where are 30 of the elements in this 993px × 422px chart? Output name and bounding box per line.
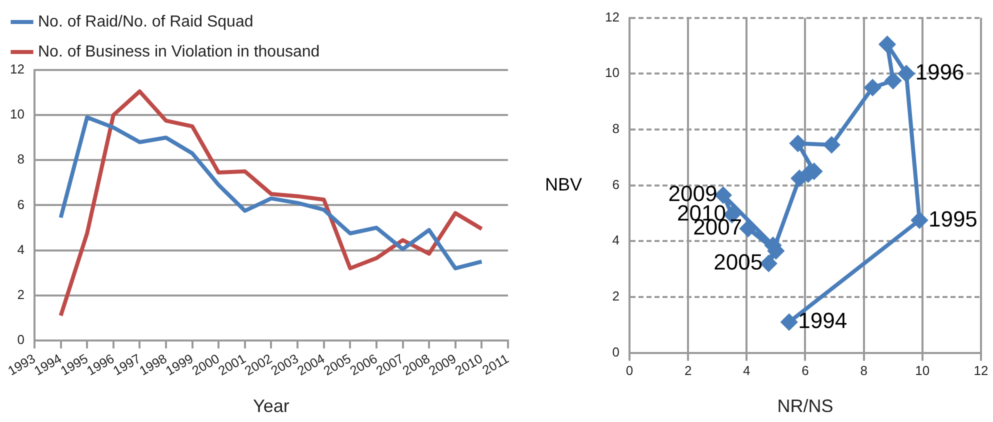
annotation: 1996 (915, 60, 964, 85)
legend-label: No. of Raid/No. of Raid Squad (38, 13, 254, 30)
x-tick-label: 12 (974, 363, 988, 378)
y-tick-label: 8 (612, 121, 620, 136)
y-tick-label: 4 (17, 242, 24, 257)
y-tick-label: 10 (10, 106, 24, 122)
y-axis-title: NBV (545, 174, 582, 194)
y-tick-label: 6 (17, 196, 24, 212)
x-tick-label: 10 (915, 363, 930, 378)
annotation: 1995 (928, 206, 978, 232)
annotation: 2009 (668, 181, 718, 206)
x-tick-label: 8 (860, 363, 868, 378)
x-axis-title: NR/NS (777, 396, 834, 416)
annotation: 2005 (714, 250, 763, 275)
y-tick-label: 8 (17, 152, 24, 167)
annotation: 1994 (798, 308, 848, 334)
y-tick-label: 6 (612, 176, 620, 192)
y-tick-label: 4 (612, 232, 620, 248)
x-axis-title: Year (253, 396, 290, 416)
x-tick-label: 4 (743, 363, 750, 378)
x-tick-label: 2 (684, 363, 692, 378)
x-tick-label: 6 (802, 363, 809, 378)
y-tick-label: 0 (17, 332, 24, 348)
y-tick-label: 2 (17, 286, 24, 302)
y-tick-label: 12 (604, 9, 620, 24)
legend-label: No. of Business in Violation in thousand (38, 43, 320, 60)
y-tick-label: 2 (612, 288, 620, 304)
y-tick-label: 12 (10, 62, 24, 77)
x-tick-label: 0 (626, 363, 634, 378)
y-tick-label: 10 (604, 65, 620, 80)
